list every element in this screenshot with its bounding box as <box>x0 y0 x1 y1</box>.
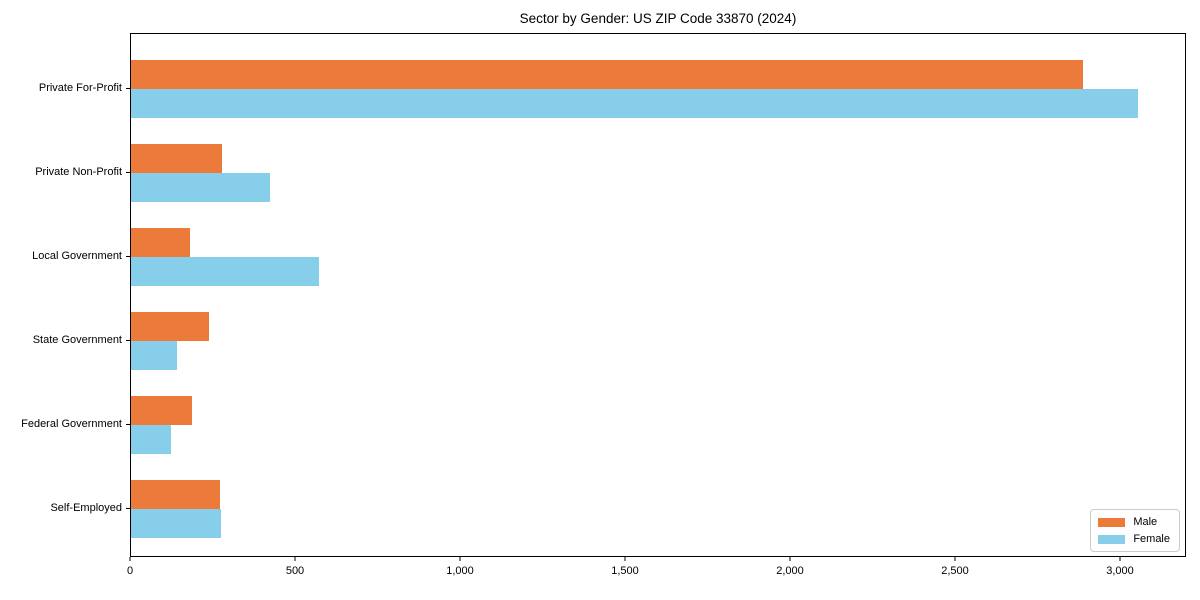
bar-female-private-non-profit <box>131 173 270 202</box>
bar-male-local-government <box>131 228 190 257</box>
bar-female-state-government <box>131 341 177 370</box>
legend-swatch-female <box>1098 534 1126 544</box>
x-axis-tick-label-2000: 2,000 <box>776 565 804 577</box>
legend-label-male: Male <box>1133 516 1158 528</box>
legend-label-female: Female <box>1133 533 1170 545</box>
y-tick-mark <box>126 172 130 173</box>
bar-male-private-for-profit <box>131 60 1083 89</box>
x-axis-tick-label-0: 0 <box>126 565 134 577</box>
chart-title: Sector by Gender: US ZIP Code 33870 (202… <box>519 11 797 26</box>
y-axis-label-federal-government: Federal Government <box>21 418 122 430</box>
x-axis-tick-label-3000: 3,000 <box>1106 565 1134 577</box>
x-axis-tick-label-1500: 1,500 <box>611 565 639 577</box>
y-axis-label-local-government: Local Government <box>32 250 122 262</box>
bar-female-federal-government <box>131 425 171 454</box>
y-tick-mark <box>126 88 130 89</box>
x-axis-tick-label-2500: 2,500 <box>941 565 969 577</box>
y-axis-label-state-government: State Government <box>32 334 122 346</box>
y-axis-label-private-non-profit: Private Non-Profit <box>35 166 122 178</box>
bar-female-local-government <box>131 257 319 286</box>
bar-male-self-employed <box>131 480 220 509</box>
bar-male-state-government <box>131 312 209 341</box>
legend-swatch-male <box>1098 517 1126 527</box>
x-tick-mark <box>789 557 791 561</box>
y-tick-mark <box>126 424 130 425</box>
x-tick-mark <box>954 557 956 561</box>
bar-female-private-for-profit <box>131 89 1138 118</box>
y-axis-label-private-for-profit: Private For-Profit <box>38 82 122 94</box>
legend: Male Female <box>1090 509 1180 552</box>
legend-item-male: Male <box>1098 516 1170 528</box>
x-tick-mark <box>294 557 296 561</box>
bar-female-self-employed <box>131 509 221 538</box>
y-tick-mark <box>126 508 130 509</box>
y-tick-mark <box>126 340 130 341</box>
y-tick-mark <box>126 256 130 257</box>
x-tick-mark <box>624 557 626 561</box>
x-tick-mark <box>1119 557 1121 561</box>
x-tick-mark <box>129 557 131 561</box>
x-tick-mark <box>459 557 461 561</box>
bar-male-private-non-profit <box>131 144 222 173</box>
x-axis-tick-label-500: 500 <box>285 565 305 577</box>
legend-item-female: Female <box>1098 533 1170 545</box>
x-axis-tick-label-1000: 1,000 <box>446 565 474 577</box>
y-axis-label-self-employed: Self-Employed <box>50 502 122 514</box>
plot-area: Male Female <box>130 33 1186 557</box>
bar-male-federal-government <box>131 396 192 425</box>
